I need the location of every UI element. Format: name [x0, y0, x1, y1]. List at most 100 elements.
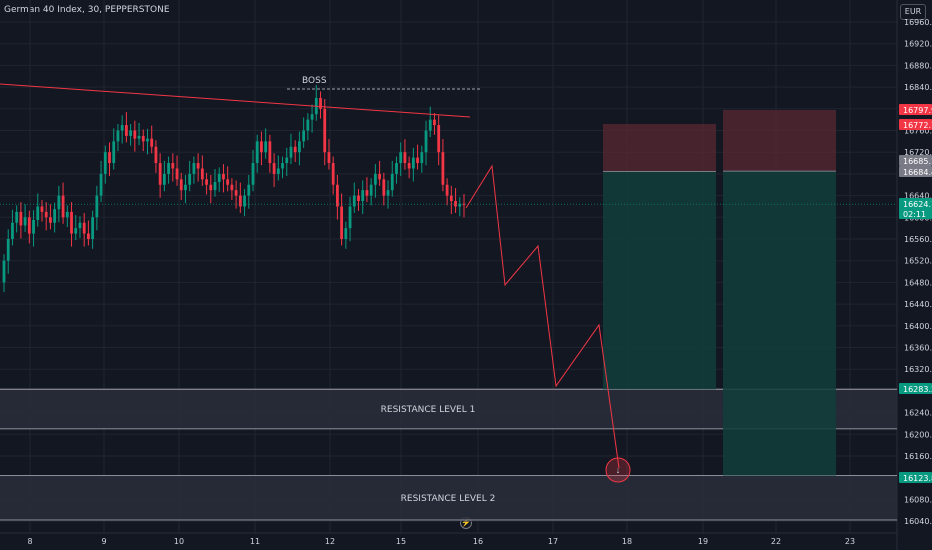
candle — [433, 119, 436, 126]
y-tick-label: 16920.0 — [904, 40, 932, 49]
candle — [399, 152, 403, 164]
candle — [251, 163, 255, 185]
x-tick-label: 19 — [698, 537, 708, 546]
y-tick-label: 16440.0 — [904, 300, 932, 309]
price-tag — [899, 166, 932, 177]
target-circle — [605, 457, 631, 483]
candle — [141, 135, 145, 142]
candle — [441, 152, 445, 185]
candle — [264, 141, 268, 153]
candle — [331, 163, 335, 185]
candle — [112, 141, 116, 164]
y-tick-label: 16960.0 — [904, 18, 932, 27]
candle — [357, 195, 360, 202]
price-tag — [899, 208, 932, 219]
candle — [36, 206, 40, 221]
candle — [19, 211, 23, 226]
candle — [378, 173, 381, 180]
candle — [120, 125, 124, 131]
candle — [361, 190, 365, 202]
candle — [302, 130, 306, 142]
candle — [445, 184, 449, 196]
y-tick-label: 16040.0 — [904, 517, 932, 526]
candle — [87, 233, 90, 239]
candle — [226, 179, 230, 185]
candle — [428, 119, 432, 131]
candle — [319, 97, 322, 109]
candle — [175, 168, 179, 180]
candle — [95, 195, 99, 218]
candle — [454, 201, 457, 207]
candle — [217, 173, 221, 183]
price-tag-label: 16283.2 — [903, 385, 932, 394]
candle — [2, 260, 6, 283]
candle — [99, 173, 103, 196]
price-tag-label: 16684.4 — [903, 168, 932, 177]
candle — [91, 217, 95, 239]
candles — [2, 84, 466, 293]
candle — [260, 141, 263, 153]
price-tag-label: 16123.8 — [903, 474, 932, 483]
candle — [162, 173, 166, 185]
candle — [213, 182, 217, 191]
candle — [306, 119, 310, 131]
y-tick-label: 16200.0 — [904, 430, 932, 439]
candle — [348, 206, 352, 229]
trendline — [0, 83, 471, 118]
candle — [411, 157, 415, 169]
candle — [133, 130, 137, 139]
candle — [40, 206, 44, 212]
chart-title: German 40 Index, 30, PEPPERSTONE — [4, 5, 170, 15]
take-profit-zone — [723, 171, 836, 476]
y-tick-label: 16240.0 — [904, 409, 932, 418]
candle — [281, 163, 284, 169]
price-tag — [899, 198, 932, 209]
candle — [137, 135, 141, 139]
candle — [192, 163, 196, 174]
candle — [293, 146, 297, 153]
arrow-down-icon: ↓ — [616, 465, 621, 475]
x-tick-label: 23 — [845, 537, 855, 546]
candle — [437, 125, 441, 153]
candle — [44, 211, 48, 218]
candle — [70, 211, 73, 234]
y-tick-label: 16880.0 — [904, 61, 932, 70]
candle — [184, 184, 187, 191]
x-tick-label: 11 — [250, 537, 260, 546]
candle — [310, 114, 314, 120]
candle — [344, 228, 348, 239]
candle — [27, 217, 31, 234]
currency-button[interactable]: EUR — [900, 4, 926, 20]
resistance-zone — [0, 475, 897, 521]
candle — [49, 217, 52, 223]
candle — [103, 152, 107, 174]
x-tick-label: 16 — [473, 537, 483, 546]
candle — [196, 163, 200, 169]
candle — [179, 179, 183, 191]
x-tick-label: 15 — [396, 537, 406, 546]
stop-loss-zone — [723, 109, 836, 172]
price-tag-label: 02:11 — [903, 210, 926, 219]
y-tick-label: 16720.0 — [904, 148, 932, 157]
candle — [171, 163, 175, 169]
price-tag-label: 16797.9 — [903, 106, 932, 115]
x-tick-label: 18 — [622, 537, 632, 546]
candle — [395, 163, 398, 174]
candle — [108, 152, 111, 164]
x-tick-label: 10 — [174, 537, 184, 546]
y-tick-label: 16360.0 — [904, 344, 932, 353]
zone-label: RESISTANCE LEVEL 1 — [381, 405, 476, 415]
candle — [230, 184, 234, 191]
y-tick-label: 16160.0 — [904, 452, 932, 461]
candle — [424, 130, 428, 153]
candle — [386, 190, 390, 196]
candle — [129, 130, 133, 136]
stop-loss-zone — [603, 123, 716, 172]
candle — [407, 163, 411, 169]
candle — [272, 163, 276, 174]
y-tick-label: 16080.0 — [904, 495, 932, 504]
candle — [124, 125, 128, 136]
y-tick-label: 16560.0 — [904, 235, 932, 244]
candle — [268, 141, 272, 164]
